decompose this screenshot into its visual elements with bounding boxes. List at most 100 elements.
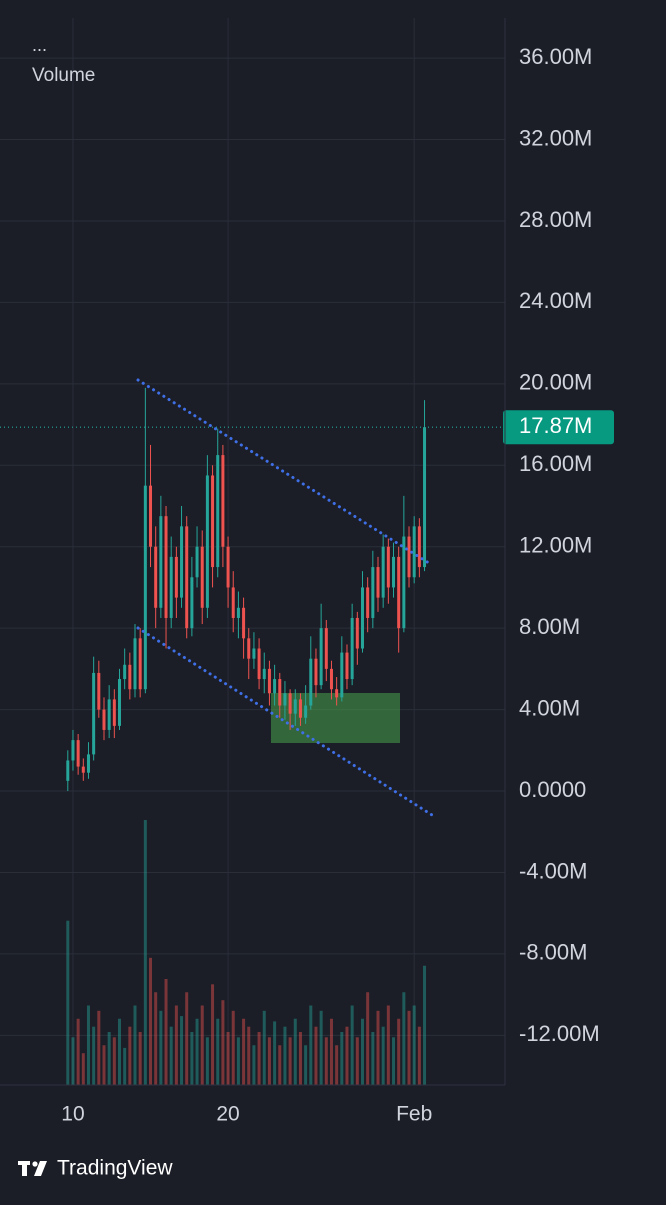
candle-body <box>221 455 225 547</box>
volume-layer <box>66 820 427 1085</box>
candle-body <box>366 587 370 618</box>
candle-body <box>236 607 240 618</box>
volume-bar <box>283 1026 287 1085</box>
candle-body <box>283 693 287 706</box>
candle-body <box>143 485 147 690</box>
candle-body <box>345 652 349 680</box>
candle-body <box>273 679 277 694</box>
candle-body <box>154 546 158 608</box>
volume-bar <box>360 1018 364 1085</box>
volume-bar <box>81 1053 85 1085</box>
volume-bar <box>293 1018 297 1085</box>
candle-body <box>118 679 121 726</box>
volume-bar <box>376 1010 380 1085</box>
volume-bar <box>407 1010 411 1085</box>
x-tick-label: 20 <box>216 1103 239 1126</box>
candle-body <box>102 709 106 730</box>
volume-bar <box>200 1005 204 1085</box>
candle-body <box>242 607 246 639</box>
volume-bar <box>252 1045 256 1085</box>
volume-bar <box>417 1026 421 1085</box>
candles <box>66 387 427 792</box>
y-tick-label: 4.00M <box>519 695 580 720</box>
candle-body <box>180 526 184 598</box>
menu-dots[interactable]: ... <box>32 35 47 55</box>
candle-body <box>81 766 85 773</box>
y-tick-label: 24.00M <box>519 288 592 313</box>
volume-bar <box>247 1026 251 1085</box>
candle-body <box>205 475 209 608</box>
candle-body <box>402 536 406 629</box>
volume-bar <box>397 1018 401 1085</box>
volume-bar <box>386 1005 390 1085</box>
candle-body <box>360 587 364 649</box>
candle-body <box>324 628 328 669</box>
candle-body <box>267 668 271 694</box>
volume-bar <box>273 1021 277 1085</box>
candle-body <box>293 699 297 714</box>
volume-bar <box>355 1037 359 1085</box>
candle-body <box>340 652 344 698</box>
volume-bar <box>319 1010 323 1085</box>
y-tick-label: 28.00M <box>519 207 592 232</box>
volume-bar <box>267 1037 271 1085</box>
candle-body <box>200 546 204 608</box>
candle-body <box>164 516 168 618</box>
candle-body <box>195 546 199 578</box>
candle-body <box>262 668 266 680</box>
volume-bar <box>242 1018 246 1085</box>
volume-bar <box>133 1005 137 1085</box>
y-tick-label: 0.0000 <box>519 777 586 802</box>
y-tick-label: 12.00M <box>519 533 592 558</box>
volume-bar <box>112 1037 116 1085</box>
volume-bar <box>143 820 147 1085</box>
candle-body <box>107 699 111 730</box>
x-tick-label: Feb <box>396 1103 432 1126</box>
candle-body <box>350 617 354 680</box>
volume-bar <box>195 1018 199 1085</box>
volume-bar <box>174 1005 178 1085</box>
candle-body <box>288 693 292 714</box>
volume-bar <box>324 1037 328 1085</box>
candle-body <box>149 485 153 547</box>
volume-bar <box>226 1032 230 1085</box>
volume-bar <box>309 1005 313 1085</box>
volume-bar <box>138 1032 142 1085</box>
candle-body <box>417 526 421 568</box>
volume-bar <box>329 1018 333 1085</box>
volume-bar <box>97 1010 101 1085</box>
volume-bar <box>402 992 406 1085</box>
candle-body <box>86 754 90 773</box>
candle-body <box>169 556 173 618</box>
volume-bar <box>92 1026 96 1085</box>
volume-bar <box>366 992 370 1085</box>
last-price-badge <box>503 410 614 445</box>
volume-bar <box>123 1047 127 1085</box>
candle-body <box>66 760 70 781</box>
volume-bar <box>423 965 427 1085</box>
candle-body <box>71 740 75 761</box>
candle-body <box>185 526 189 629</box>
volume-bar <box>392 1037 396 1085</box>
candle-body <box>92 672 96 755</box>
volume-bar <box>190 1032 194 1085</box>
volume-bar <box>335 1045 339 1085</box>
candle-body <box>298 699 302 718</box>
volume-bar <box>107 1032 111 1085</box>
candle-body <box>309 658 313 706</box>
volume-bar <box>288 1037 292 1085</box>
candle-body <box>133 638 137 690</box>
candle-body <box>314 658 318 686</box>
volume-bar <box>231 1010 235 1085</box>
volume-bar <box>278 1045 282 1085</box>
volume-bar <box>205 1037 209 1085</box>
candle-body <box>257 648 261 680</box>
volume-bar <box>371 1032 375 1085</box>
candle-body <box>371 567 375 618</box>
volume-bar <box>262 1010 266 1085</box>
volume-bar <box>381 1026 385 1085</box>
volume-bar <box>149 957 153 1085</box>
volume-bar <box>180 1016 184 1085</box>
